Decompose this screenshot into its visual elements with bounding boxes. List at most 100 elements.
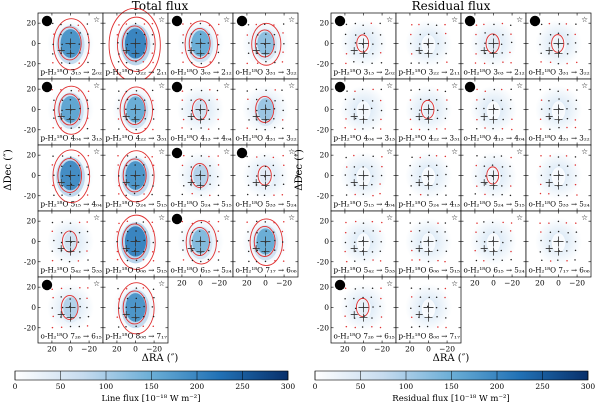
spaxel-dot bbox=[410, 53, 413, 55]
spaxel-dot bbox=[208, 99, 210, 101]
source-cross bbox=[130, 302, 141, 313]
spaxel-dot bbox=[78, 184, 80, 186]
total-flux-panels: ☆ p-H₂¹⁸O 3₁₃ → 2₀₂ 20 0 -20 ☆ p-H₂¹⁸O 3₂₂ → 2… bbox=[24, 7, 299, 354]
spaxel-dot bbox=[281, 61, 284, 63]
spaxel-dot bbox=[410, 240, 413, 243]
spaxel-dot bbox=[256, 43, 258, 45]
spaxel-dot bbox=[558, 23, 561, 25]
source-cross bbox=[545, 47, 553, 55]
spaxel-dot bbox=[548, 222, 550, 224]
spaxel-dot bbox=[362, 128, 364, 130]
spaxel-dot bbox=[445, 165, 448, 168]
spaxel-dot bbox=[190, 109, 193, 112]
spaxel-dot bbox=[88, 41, 90, 44]
map-panel: ☆ p-H₂¹⁸O 4₂₂ → 3₃₁ bbox=[102, 78, 169, 146]
spaxel-dot bbox=[79, 32, 81, 34]
spaxel-dot bbox=[409, 99, 412, 101]
spaxel-dot bbox=[428, 288, 430, 290]
star-marker: ☆ bbox=[288, 147, 295, 156]
source-cross bbox=[480, 47, 488, 55]
spaxel-dot bbox=[53, 33, 55, 35]
spaxel-dot bbox=[70, 183, 73, 186]
spaxel-dot bbox=[116, 258, 119, 261]
source-cross bbox=[359, 49, 368, 58]
map-panel: ☆ p-H₂¹⁸O 3₂₂ → 2₁₁ bbox=[102, 7, 169, 83]
spaxel-dot bbox=[509, 185, 512, 187]
source-cross bbox=[66, 49, 75, 58]
flux-contour bbox=[253, 225, 276, 257]
spaxel-dot bbox=[87, 61, 89, 64]
spaxel-dot bbox=[256, 52, 259, 54]
spaxel-dot bbox=[371, 62, 373, 65]
spaxel-dot bbox=[281, 174, 284, 177]
spaxel-dot bbox=[354, 220, 357, 223]
spaxel-dot bbox=[380, 174, 383, 177]
transition-label: p-H₂¹⁸O 5₂₄ → 5₁₅ bbox=[106, 200, 168, 209]
spaxel-dot bbox=[354, 193, 356, 196]
x-tick-label: 0 bbox=[556, 279, 561, 288]
star-marker: ☆ bbox=[386, 15, 393, 24]
spaxel-dot bbox=[540, 174, 543, 177]
spaxel-dot bbox=[263, 23, 266, 25]
spaxel-dot bbox=[200, 127, 202, 129]
beam-circle bbox=[529, 15, 541, 27]
source-cross bbox=[187, 245, 195, 253]
source-cross bbox=[65, 302, 76, 313]
spaxel-dot bbox=[256, 194, 259, 196]
spaxel-dot bbox=[181, 220, 184, 223]
star-marker: ☆ bbox=[451, 147, 458, 156]
spaxel-dot bbox=[566, 89, 569, 91]
transition-label: o-H₂¹⁸O 7₂₆ → 6₁₅ bbox=[334, 332, 395, 341]
source-cross bbox=[261, 181, 270, 190]
spaxel-dot bbox=[346, 184, 348, 186]
spaxel-dot bbox=[86, 23, 89, 25]
spaxel-dot bbox=[135, 60, 137, 63]
spaxel-dot bbox=[60, 89, 62, 91]
flux-contour bbox=[122, 223, 148, 260]
source-cross bbox=[252, 113, 260, 121]
spaxel-dot bbox=[272, 231, 275, 233]
star-marker: ☆ bbox=[288, 213, 295, 222]
spaxel-dot bbox=[419, 156, 421, 159]
spaxel-dot bbox=[200, 260, 202, 263]
source-cross bbox=[65, 170, 76, 181]
transition-label: p-H₂¹⁸O 6₀₆ → 5₁₅ bbox=[399, 266, 461, 275]
y-tick-label: 0 bbox=[324, 303, 329, 312]
spaxel-dot bbox=[209, 164, 211, 167]
spaxel-dot bbox=[125, 174, 127, 177]
spaxel-dot bbox=[501, 127, 504, 130]
flux-contour bbox=[185, 220, 217, 265]
x-tick-label: −20 bbox=[569, 279, 585, 288]
spaxel-dot bbox=[353, 108, 356, 110]
spaxel-dot bbox=[500, 249, 503, 252]
flux-contour bbox=[486, 166, 500, 185]
spaxel-dot bbox=[256, 241, 258, 244]
spaxel-dot bbox=[135, 128, 137, 131]
spaxel-dot bbox=[216, 240, 219, 242]
spaxel-dot bbox=[380, 61, 383, 64]
spaxel-dot bbox=[143, 52, 145, 54]
spaxel-dot bbox=[273, 117, 275, 120]
transition-label: o-H₂¹⁸O 7₁₇ → 6₀₆ bbox=[529, 266, 590, 275]
spaxel-dot bbox=[152, 99, 154, 102]
spaxel-dot bbox=[567, 43, 569, 45]
spaxel-dot bbox=[509, 165, 511, 168]
spaxel-dot bbox=[509, 194, 512, 197]
spaxel-dot bbox=[247, 231, 249, 233]
spaxel-dot bbox=[539, 118, 542, 121]
spaxel-dot bbox=[60, 62, 63, 64]
map-panel: ☆ p-H₂¹⁸O 5₄₂ → 5₃₃ 20 0 -20 bbox=[317, 210, 397, 278]
spaxel-dot bbox=[344, 98, 347, 101]
spaxel-dot bbox=[475, 175, 477, 177]
y-tick-label: 0 bbox=[324, 171, 329, 180]
spaxel-dot bbox=[444, 185, 447, 187]
spaxel-dot bbox=[345, 305, 347, 308]
x-tick-label: 20 bbox=[340, 345, 350, 354]
spaxel-dot bbox=[380, 287, 382, 289]
colorbar-tick-label: 0 bbox=[13, 382, 18, 391]
spaxel-dot bbox=[87, 184, 90, 187]
map-panel: ☆ o-H₂¹⁸O 7₂₆ → 6₁₅ 20 0 -20 20 0 −20 bbox=[24, 276, 104, 354]
spaxel-dot bbox=[363, 258, 366, 261]
spaxel-dot bbox=[217, 164, 220, 166]
y-tick-label: -20 bbox=[24, 59, 36, 68]
